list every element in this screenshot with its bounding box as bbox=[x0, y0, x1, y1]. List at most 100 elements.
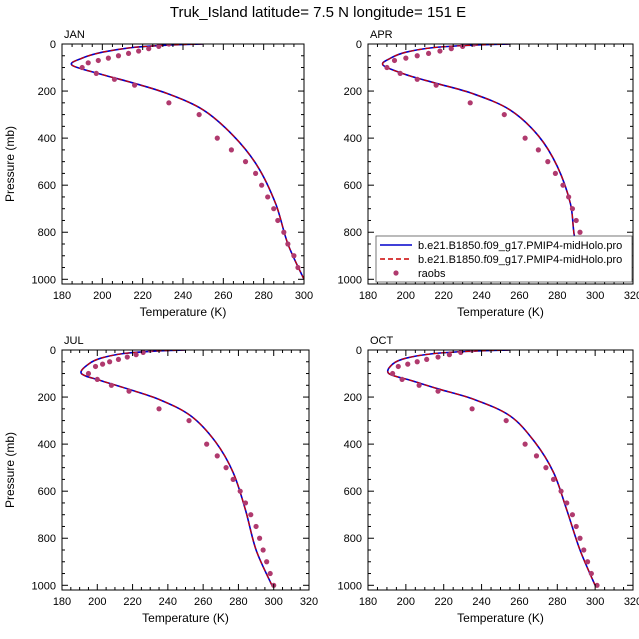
raobs-point bbox=[558, 488, 564, 494]
raobs-point bbox=[79, 64, 85, 71]
x-axis-title: Temperature (K) bbox=[140, 305, 227, 319]
raobs-point bbox=[594, 582, 600, 588]
series-line-2 bbox=[70, 44, 304, 280]
raobs-point bbox=[560, 182, 566, 188]
raobs-point bbox=[535, 147, 541, 153]
raobs-point bbox=[132, 82, 138, 88]
raobs-point bbox=[448, 46, 454, 52]
raobs-point bbox=[257, 535, 263, 541]
raobs-point bbox=[107, 359, 113, 365]
x-tick-label: 220 bbox=[435, 596, 453, 608]
raobs-point bbox=[564, 500, 570, 506]
raobs-point bbox=[469, 406, 475, 412]
y-tick-label: 200 bbox=[344, 392, 362, 404]
raobs-point bbox=[204, 441, 210, 447]
raobs-point bbox=[588, 570, 594, 577]
raobs-point bbox=[403, 55, 409, 61]
y-tick-label: 400 bbox=[38, 439, 56, 451]
x-tick-label: 220 bbox=[133, 290, 151, 302]
raobs-point bbox=[156, 44, 162, 49]
x-tick-label: 200 bbox=[397, 596, 415, 608]
raobs-point bbox=[405, 361, 411, 367]
y-tick-label: 0 bbox=[50, 345, 56, 357]
raobs-point bbox=[99, 361, 106, 367]
panel-oct: 180 200 220 240 260 280 300 320 0 200 400 600 800 100… bbox=[338, 335, 639, 625]
raobs-point bbox=[550, 476, 557, 483]
x-tick-label: 180 bbox=[359, 596, 377, 608]
raobs-point bbox=[397, 70, 403, 77]
raobs-point bbox=[414, 53, 420, 59]
x-tick-label: 240 bbox=[174, 290, 192, 302]
raobs-point bbox=[223, 465, 229, 471]
raobs-point bbox=[435, 354, 441, 360]
raobs-point bbox=[93, 70, 99, 77]
raobs-point bbox=[214, 135, 220, 141]
x-axis-title: Temperature (K) bbox=[142, 611, 229, 625]
raobs-point bbox=[146, 46, 152, 52]
y-tick-label: 400 bbox=[344, 133, 362, 145]
raobs-point bbox=[522, 441, 528, 447]
raobs-point bbox=[265, 194, 271, 200]
legend-label: b.e21.B1850.f09_g17.PMIP4-midHolo.pro bbox=[418, 254, 622, 266]
x-tick-label: 180 bbox=[53, 290, 71, 302]
raobs-point bbox=[522, 135, 528, 141]
raobs-point bbox=[85, 370, 92, 377]
raobs-point bbox=[503, 417, 509, 424]
panel-label: APR bbox=[370, 29, 393, 41]
x-tick-label: 200 bbox=[88, 596, 106, 608]
y-tick-label: 200 bbox=[38, 86, 56, 98]
y-axis-title: Pressure (mb) bbox=[3, 126, 17, 202]
x-tick-label: 220 bbox=[123, 596, 141, 608]
raobs-point bbox=[85, 60, 91, 66]
y-tick-label: 1000 bbox=[338, 274, 362, 286]
raobs-point bbox=[458, 350, 464, 355]
y-axis-title: Pressure (mb) bbox=[3, 432, 17, 508]
raobs-point bbox=[248, 512, 254, 518]
raobs-point bbox=[569, 206, 576, 212]
plot-frame bbox=[367, 349, 634, 591]
raobs-point bbox=[166, 100, 172, 106]
plot-area bbox=[70, 44, 304, 280]
x-tick-label: 240 bbox=[159, 596, 177, 608]
raobs-point bbox=[133, 352, 139, 358]
panel-jan: 180 200 220 240 260 280 300 0 200 400 600 800 1000 JA… bbox=[3, 29, 313, 319]
y-tick-label: 800 bbox=[344, 227, 362, 239]
raobs-point bbox=[533, 453, 540, 459]
y-tick-label: 800 bbox=[344, 533, 362, 545]
raobs-point bbox=[126, 388, 132, 394]
y-tick-label: 0 bbox=[50, 39, 56, 51]
raobs-point bbox=[94, 376, 100, 383]
raobs-point bbox=[569, 512, 576, 518]
raobs-point bbox=[271, 206, 277, 212]
raobs-point bbox=[414, 76, 420, 82]
raobs-point bbox=[156, 406, 162, 412]
raobs-point bbox=[124, 354, 130, 360]
raobs-point bbox=[424, 356, 430, 363]
raobs-point bbox=[253, 523, 259, 530]
raobs-point bbox=[228, 147, 234, 153]
x-tick-label: 300 bbox=[586, 290, 604, 302]
y-tick-label: 800 bbox=[38, 533, 56, 545]
x-tick-label: 260 bbox=[510, 290, 528, 302]
raobs-point bbox=[390, 370, 396, 377]
raobs-point bbox=[467, 100, 473, 106]
raobs-point bbox=[446, 352, 452, 358]
raobs-point bbox=[242, 159, 249, 165]
raobs-point bbox=[115, 53, 122, 59]
raobs-point bbox=[545, 159, 551, 165]
x-tick-label: 300 bbox=[295, 290, 313, 302]
y-tick-label: 800 bbox=[38, 227, 56, 239]
raobs-point bbox=[395, 363, 401, 370]
raobs-point bbox=[435, 388, 441, 394]
raobs-point bbox=[291, 253, 297, 259]
raobs-point bbox=[281, 229, 287, 235]
x-tick-label: 280 bbox=[254, 290, 272, 302]
x-tick-label: 300 bbox=[265, 596, 283, 608]
raobs-point bbox=[437, 48, 443, 54]
panels: 180 200 220 240 260 280 300 0 200 400 600 800 1000 JA… bbox=[3, 29, 639, 625]
raobs-point bbox=[125, 50, 132, 57]
y-tick-label: 600 bbox=[38, 180, 56, 192]
panel-label: JUL bbox=[64, 335, 84, 347]
raobs-point bbox=[111, 76, 118, 82]
legend-marker-raobs bbox=[393, 270, 399, 276]
